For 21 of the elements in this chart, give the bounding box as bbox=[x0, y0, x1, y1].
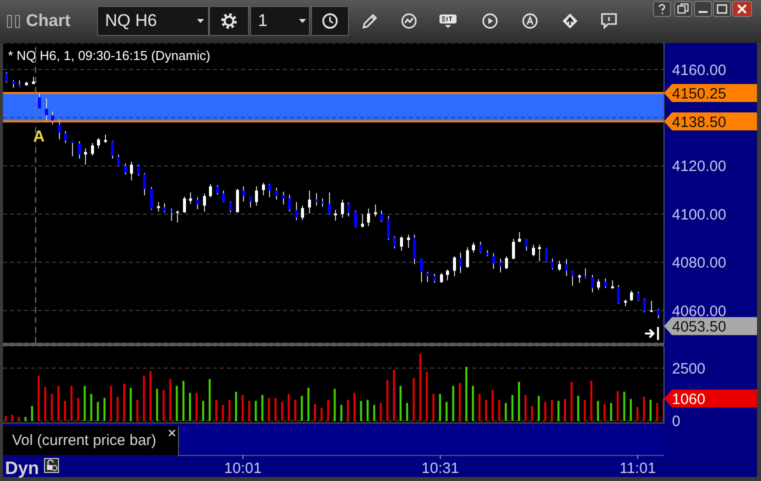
dropdown: 1 bbox=[250, 6, 310, 36]
text: Vol (current price bar) bbox=[12, 432, 156, 449]
annotation: A bbox=[33, 128, 46, 146]
text: Chart bbox=[26, 11, 70, 31]
dropdown: NQ H6 bbox=[97, 6, 209, 36]
x-tick-label: 10:01 bbox=[224, 460, 262, 477]
y-tick-label: 0 bbox=[672, 413, 680, 430]
y-tick-label: 2500 bbox=[672, 360, 706, 378]
y-tick-label: 4100.00 bbox=[672, 206, 726, 224]
y-tick-label: 4160.00 bbox=[672, 62, 726, 79]
chart-title: * NQ H6, 1, 09:30-16:15 (Dynamic) bbox=[8, 48, 210, 63]
ref-line-label: 4150.25 bbox=[672, 86, 726, 102]
y-tick-label: 4080.00 bbox=[672, 254, 726, 272]
text: 1060 bbox=[672, 391, 706, 408]
x-tick-label: 11:01 bbox=[619, 460, 656, 477]
text: 4053.50 bbox=[672, 318, 726, 336]
ref-line-label: 4138.50 bbox=[672, 114, 726, 131]
text: Dyn bbox=[5, 457, 40, 479]
x-tick-label: 10:31 bbox=[422, 460, 460, 477]
y-tick-label: 4060.00 bbox=[672, 302, 726, 320]
y-tick-label: 4120.00 bbox=[672, 158, 726, 176]
